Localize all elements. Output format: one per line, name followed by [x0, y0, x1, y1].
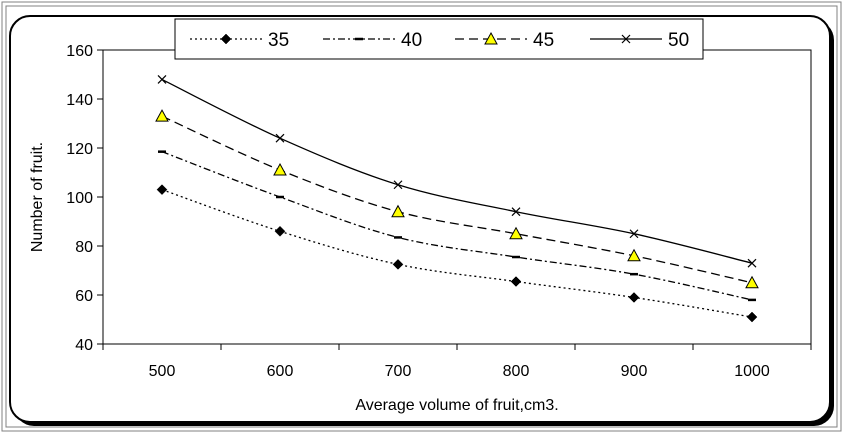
plot-area	[102, 49, 812, 345]
data-point-35	[628, 292, 640, 303]
series-line-35	[161, 189, 753, 318]
data-point-50	[157, 74, 167, 84]
data-point-50	[747, 258, 757, 268]
data-point-35	[156, 184, 168, 196]
series-layer	[155, 74, 759, 323]
legend-marker-45	[484, 31, 498, 45]
outer-border-inner	[5, 5, 838, 428]
x-tick-label: 900	[621, 363, 648, 380]
y-tick-label: 140	[66, 92, 93, 109]
x-tick-label: 1000	[734, 363, 770, 380]
series-35	[156, 184, 758, 323]
data-point-50	[275, 133, 285, 143]
series-40	[158, 150, 756, 302]
series-45	[155, 109, 759, 289]
data-point-45	[745, 275, 759, 289]
legend-label-45: 45	[533, 30, 554, 51]
series-50	[157, 74, 757, 268]
series-line-40	[161, 151, 753, 301]
legend-label-40: 40	[401, 30, 422, 51]
y-tick-label: 60	[75, 288, 93, 305]
legend-label-35: 35	[268, 30, 289, 51]
data-point-35	[510, 276, 522, 287]
data-point-35	[274, 225, 286, 237]
x-tick-label: 700	[385, 363, 412, 380]
x-tick-label: 500	[149, 363, 176, 380]
y-tick-label: 80	[75, 239, 93, 256]
data-point-45	[391, 204, 405, 218]
y-tick-label: 160	[66, 43, 93, 60]
y-axis: 40 60 80 100 120 140 160	[66, 43, 103, 354]
data-point-50	[393, 180, 403, 190]
y-tick-label: 120	[66, 141, 93, 158]
series-line-45	[161, 115, 753, 284]
data-point-35	[392, 259, 404, 270]
data-point-50	[629, 229, 639, 239]
x-axis: 500 600 700 800 900 1000	[102, 344, 812, 380]
y-tick-label: 100	[66, 190, 93, 207]
legend-marker-50	[621, 34, 631, 44]
x-tick-label: 800	[503, 363, 530, 380]
x-tick-label: 600	[267, 363, 294, 380]
series-line-50	[161, 78, 753, 264]
x-axis-title: Average volume of fruit,cm3.	[355, 397, 558, 414]
legend-marker-35	[220, 33, 232, 45]
data-point-50	[511, 207, 521, 217]
legend-label-50: 50	[668, 30, 689, 51]
data-point-45	[509, 226, 523, 240]
legend: 35 40 45 50	[174, 18, 704, 60]
y-axis-title: Number of fruit.	[29, 142, 46, 252]
data-point-45	[627, 248, 641, 262]
y-tick-label: 40	[75, 337, 93, 354]
data-point-45	[155, 109, 169, 122]
data-point-35	[746, 311, 758, 323]
data-point-45	[273, 163, 287, 176]
